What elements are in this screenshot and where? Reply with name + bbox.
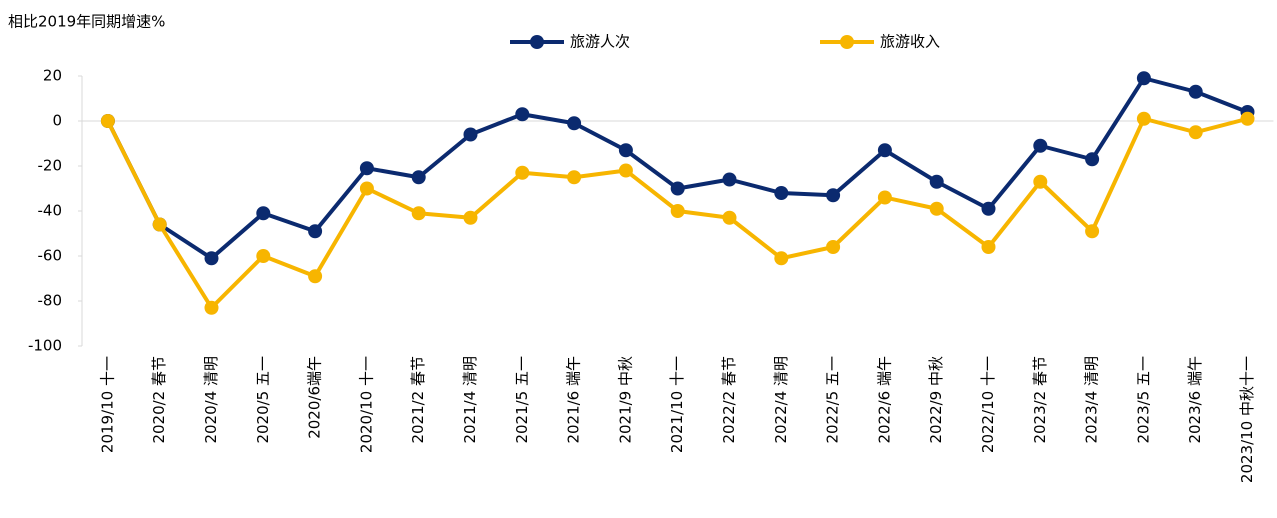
x-tick-label: 2021/6 端午 (565, 356, 583, 444)
data-point (618, 143, 633, 158)
data-point (359, 161, 374, 176)
legend-label: 旅游收入 (880, 33, 940, 51)
data-point (515, 165, 530, 180)
x-tick-label: 2022/4 清明 (772, 356, 790, 444)
data-point (204, 300, 219, 315)
data-point (1188, 84, 1203, 99)
series-line (106, 76, 1249, 261)
data-point (1188, 125, 1203, 140)
data-point (1085, 224, 1100, 239)
data-point (308, 224, 323, 239)
data-point (1136, 111, 1151, 126)
x-tick-label: 2020/10 十一 (357, 356, 375, 453)
data-point (774, 251, 789, 266)
data-point (256, 206, 271, 221)
data-point (1085, 152, 1100, 167)
x-tick-label: 2021/4 清明 (461, 356, 479, 444)
data-point (981, 240, 996, 254)
x-tick-label: 2020/6端午 (306, 356, 324, 439)
x-tick-label: 2023/4 清明 (1083, 356, 1101, 444)
data-point (826, 240, 841, 254)
data-point (463, 127, 478, 142)
data-point (670, 181, 685, 196)
data-point (204, 251, 219, 266)
data-point (877, 190, 892, 205)
y-tick-label: -60 (38, 247, 63, 265)
data-point (722, 210, 737, 225)
data-point (515, 107, 530, 122)
x-tick-label: 2022/2 春节 (720, 356, 738, 444)
x-tick-label: 2021/2 春节 (409, 356, 427, 444)
data-point (1033, 174, 1048, 189)
data-point (722, 172, 737, 187)
data-point (929, 201, 944, 216)
data-point (152, 217, 167, 232)
data-point (929, 174, 944, 189)
data-point (1136, 71, 1151, 86)
y-tick-label: -100 (28, 337, 62, 355)
y-axis-label: 相比2019年同期增速% (8, 13, 165, 31)
data-point (1240, 111, 1255, 126)
x-tick-label: 2020/2 春节 (150, 356, 168, 444)
data-point (670, 204, 685, 218)
data-point (411, 170, 426, 185)
data-point (826, 188, 841, 203)
x-tick-label: 2023/2 春节 (1031, 356, 1049, 444)
y-tick-label: 0 (52, 112, 62, 130)
data-point (618, 163, 633, 178)
data-point (411, 206, 426, 221)
x-tick-label: 2020/4 清明 (202, 356, 220, 444)
x-tick-label: 2023/5 五一 (1134, 356, 1152, 444)
x-tick-label: 2021/5 五一 (513, 356, 531, 444)
y-tick-label: -20 (38, 157, 63, 175)
data-point (100, 114, 115, 128)
x-tick-label: 2023/10 中秋十一 (1238, 356, 1256, 483)
legend-label: 旅游人次 (570, 33, 630, 51)
x-tick-label: 2022/9 中秋 (927, 356, 945, 444)
data-point (308, 269, 323, 284)
x-tick-label: 2023/6 端午 (1186, 356, 1204, 444)
y-tick-label: -40 (38, 202, 63, 220)
data-point (774, 186, 789, 200)
data-point (359, 181, 374, 196)
data-point (981, 201, 996, 216)
y-tick-label: -80 (38, 292, 63, 310)
x-tick-label: 2019/10 十一 (98, 356, 116, 453)
x-tick-label: 2022/5 五一 (824, 356, 842, 444)
data-point (567, 116, 582, 131)
y-tick-label: 20 (43, 67, 62, 85)
x-tick-label: 2022/6 端午 (875, 356, 893, 444)
legend-marker (530, 35, 544, 49)
data-point (1033, 138, 1048, 153)
x-tick-label: 2021/9 中秋 (616, 356, 634, 444)
data-point (463, 210, 478, 225)
legend-marker (840, 35, 854, 49)
data-point (567, 170, 582, 185)
data-point (256, 249, 271, 263)
x-tick-label: 2021/10 十一 (668, 356, 686, 453)
x-tick-label: 2022/10 十一 (979, 356, 997, 453)
x-tick-label: 2020/5 五一 (254, 356, 272, 444)
data-point (877, 143, 892, 158)
